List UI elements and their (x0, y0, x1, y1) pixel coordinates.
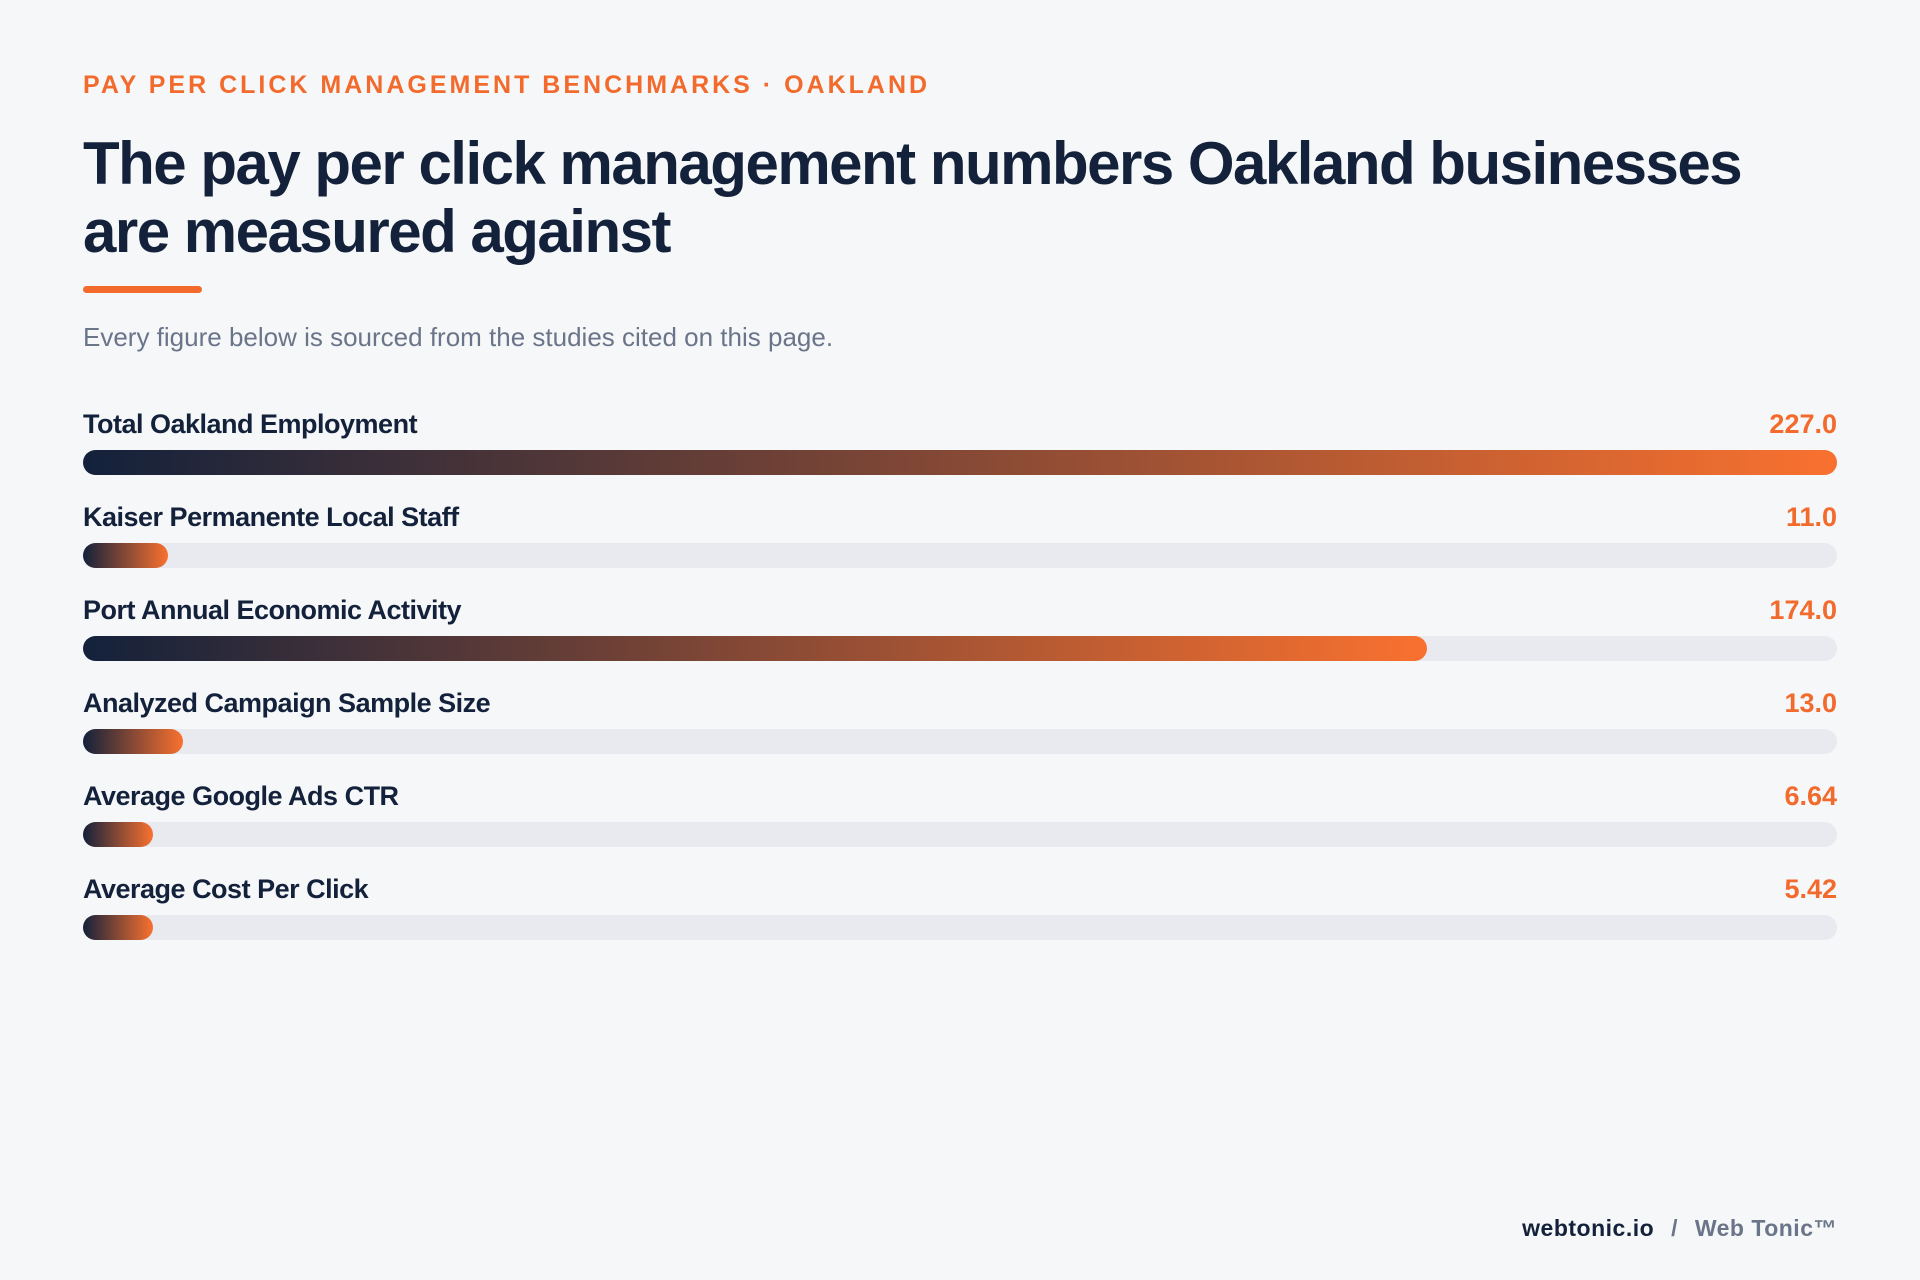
bar-label: Analyzed Campaign Sample Size (83, 688, 491, 718)
bar-label: Total Oakland Employment (83, 409, 418, 439)
bar-value-label: 227.0 (1769, 409, 1837, 439)
bar-track (83, 636, 1837, 661)
bar-row: Analyzed Campaign Sample Size 13.0 (83, 686, 1837, 779)
bar (83, 822, 153, 847)
bar-chart: Total Oakland Employment 227.0 Kaiser Perm… (83, 407, 1837, 965)
bar-track (83, 822, 1837, 847)
bar-value-label: 13.0 (1784, 688, 1837, 718)
bar-row: Port Annual Economic Activity 174.0 (83, 593, 1837, 686)
subtitle: Every figure below is sourced from the s… (83, 322, 834, 352)
bar-track (83, 450, 1837, 475)
bar (83, 636, 1427, 661)
bar-value-label: 11.0 (1785, 502, 1837, 532)
bar (83, 450, 1837, 475)
footer: webtonic.io / Web Tonic™ (1522, 1213, 1837, 1243)
page-title: The pay per click management numbers Oak… (83, 130, 1743, 265)
bar-label: Port Annual Economic Activity (83, 595, 462, 625)
bar-label: Kaiser Permanente Local Staff (83, 502, 459, 532)
eyebrow: PAY PER CLICK MANAGEMENT BENCHMARKS · OA… (83, 71, 931, 99)
bar-value-label: 5.42 (1784, 874, 1837, 904)
bar (83, 729, 183, 754)
footer-brand: Web Tonic™ (1694, 1215, 1837, 1241)
chart-container: PAY PER CLICK MANAGEMENT BENCHMARKS · OA… (83, 70, 1837, 965)
bar-row: Total Oakland Employment 227.0 (83, 407, 1837, 500)
bar-track (83, 729, 1837, 754)
bar-row: Average Google Ads CTR 6.64 (83, 779, 1837, 872)
bar-label: Average Google Ads CTR (83, 781, 399, 811)
bar-row: Average Cost Per Click 5.42 (83, 872, 1837, 965)
bar-track (83, 915, 1837, 940)
bar (83, 543, 168, 568)
bar-value-label: 174.0 (1769, 595, 1837, 625)
bar-label: Average Cost Per Click (83, 874, 369, 904)
bar-row: Kaiser Permanente Local Staff 11.0 (83, 500, 1837, 593)
bar-track (83, 543, 1837, 568)
title-underline (83, 286, 202, 293)
footer-site: webtonic.io (1522, 1215, 1655, 1241)
bar-value-label: 6.64 (1784, 781, 1837, 811)
bar (83, 915, 153, 940)
footer-separator: / (1671, 1215, 1678, 1241)
